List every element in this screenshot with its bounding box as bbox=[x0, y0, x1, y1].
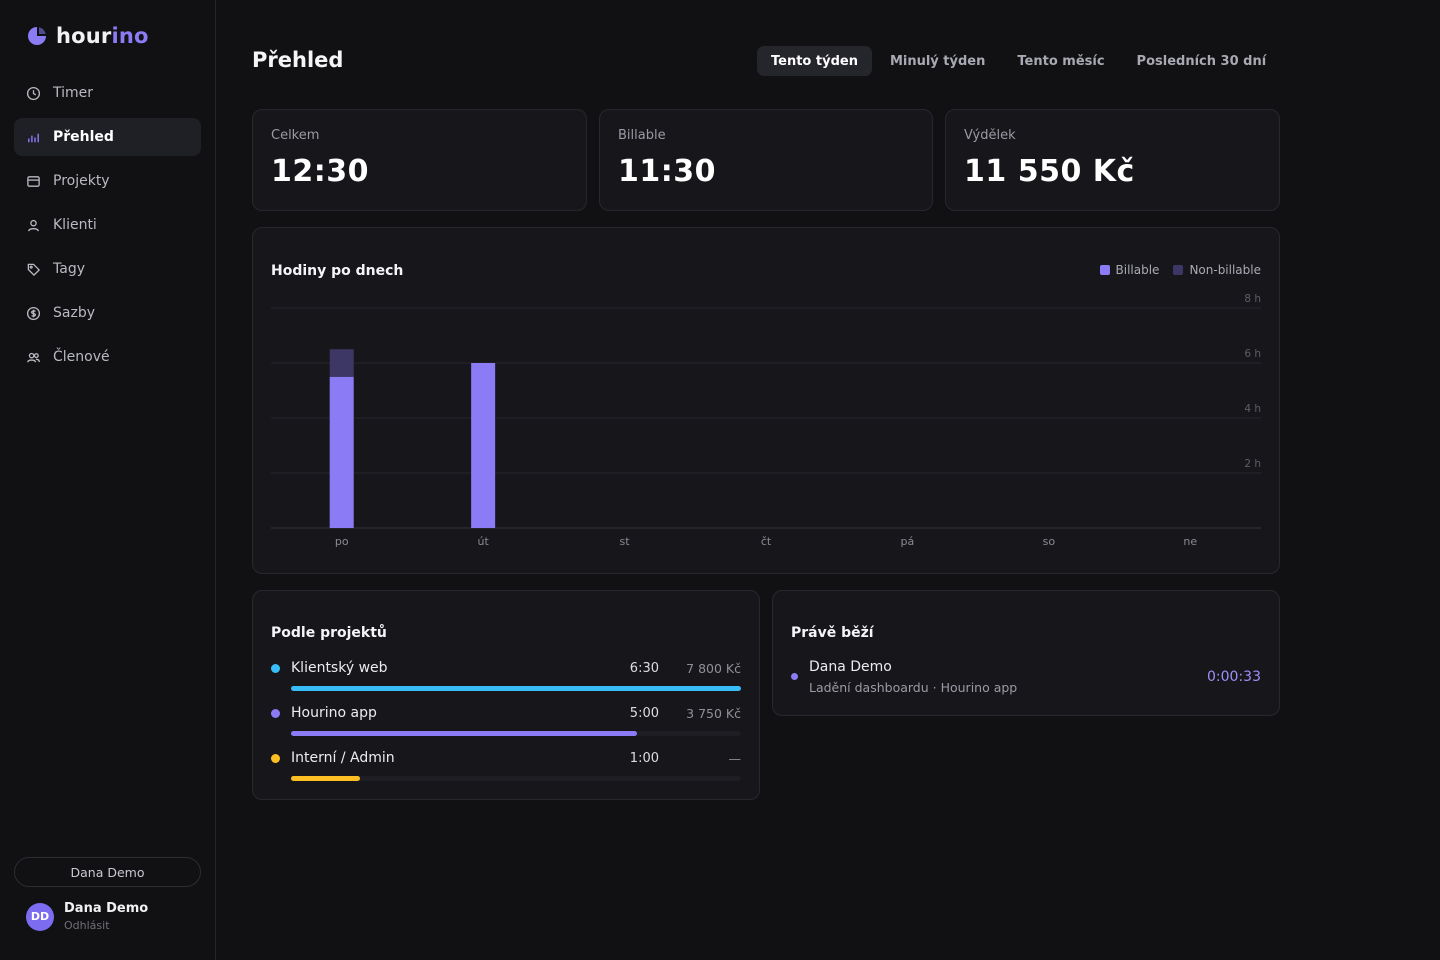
x-tick-label: ne bbox=[1183, 535, 1197, 548]
project-amount: 3 750 Kč bbox=[686, 705, 741, 721]
project-row[interactable]: Hourino app 5:00 3 750 Kč bbox=[271, 703, 741, 736]
project-color-dot bbox=[271, 753, 280, 763]
stat-value: 12:30 bbox=[271, 154, 369, 189]
project-bar-track bbox=[291, 776, 741, 781]
legend-swatch bbox=[1099, 265, 1110, 275]
hours-by-day-chart: 2 h 4 h 6 h 8 h po út st čt pá so ne bbox=[271, 293, 1261, 548]
x-tick-label: pá bbox=[901, 535, 915, 548]
running-title: Právě běží bbox=[791, 625, 874, 641]
sidebar-item-prehled[interactable]: Přehled bbox=[14, 118, 201, 156]
x-tick-label: po bbox=[335, 535, 349, 548]
x-tick-label: so bbox=[1043, 535, 1056, 548]
tag-icon bbox=[27, 263, 41, 276]
stat-value: 11 550 Kč bbox=[964, 154, 1135, 189]
project-name: Hourino app bbox=[291, 705, 377, 721]
page-title: Přehled bbox=[252, 48, 344, 72]
project-color-dot bbox=[271, 663, 280, 673]
stat-card-earnings: Výdělek 11 550 Kč bbox=[945, 109, 1280, 211]
sidebar-item-timer[interactable]: Timer bbox=[14, 74, 201, 112]
sidebar: hourino Timer Přehled Projekty Klienti T… bbox=[0, 0, 216, 960]
stat-value: 11:30 bbox=[618, 154, 716, 189]
y-tick-label: 6 h bbox=[1244, 348, 1261, 360]
x-tick-label: st bbox=[620, 535, 631, 548]
bar-non-billable bbox=[329, 349, 354, 377]
running-user: Dana Demo bbox=[809, 659, 892, 675]
project-time: 5:00 bbox=[629, 705, 659, 721]
project-amount: — bbox=[728, 750, 742, 766]
stat-card-total: Celkem 12:30 bbox=[252, 109, 587, 211]
project-row[interactable]: Klientský web 6:30 7 800 Kč bbox=[271, 658, 741, 691]
project-bar-fill bbox=[291, 731, 638, 736]
projects-card: Podle projektů Klientský web 6:30 7 800 … bbox=[252, 590, 760, 800]
bar-billable bbox=[329, 376, 354, 528]
sidebar-item-label: Timer bbox=[53, 85, 94, 101]
sidebar-item-label: Projekty bbox=[53, 173, 110, 189]
project-amount: 7 800 Kč bbox=[686, 660, 741, 676]
sidebar-item-tagy[interactable]: Tagy bbox=[14, 250, 201, 288]
user-profile: DD Dana Demo Odhlásit bbox=[26, 901, 148, 932]
clock-icon bbox=[26, 86, 41, 100]
users-icon bbox=[27, 352, 41, 362]
sidebar-item-label: Tagy bbox=[53, 261, 85, 277]
project-name: Interní / Admin bbox=[291, 750, 395, 766]
chart-legend: Billable Non-billable bbox=[1099, 263, 1261, 277]
y-tick-label: 8 h bbox=[1244, 293, 1261, 305]
project-time: 6:30 bbox=[629, 660, 659, 676]
sidebar-item-label: Klienti bbox=[53, 217, 97, 233]
sidebar-item-klienti[interactable]: Klienti bbox=[14, 206, 201, 244]
project-bar-fill bbox=[291, 776, 361, 781]
logout-link[interactable]: Odhlásit bbox=[64, 919, 110, 932]
project-time: 1:00 bbox=[629, 750, 659, 766]
sidebar-item-label: Přehled bbox=[53, 129, 114, 145]
chart-title: Hodiny po dnech bbox=[271, 263, 404, 279]
sidebar-nav: Timer Přehled Projekty Klienti Tagy Sazb… bbox=[14, 74, 201, 382]
legend-item-non-billable: Non-billable bbox=[1173, 263, 1261, 277]
user-name: Dana Demo bbox=[64, 901, 149, 916]
running-card: Právě běží Dana Demo Ladění dashboardu ·… bbox=[772, 590, 1280, 716]
user-icon bbox=[27, 219, 40, 231]
tab-poslednich-30-dni[interactable]: Posledních 30 dní bbox=[1136, 53, 1267, 69]
running-detail: Ladění dashboardu · Hourino app bbox=[809, 680, 1018, 695]
projects-title: Podle projektů bbox=[271, 625, 387, 641]
sidebar-item-projekty[interactable]: Projekty bbox=[14, 162, 201, 200]
x-tick-label: čt bbox=[761, 535, 772, 548]
period-tabs: Tento týden Minulý týden Tento měsíc Pos… bbox=[757, 46, 1280, 76]
logo[interactable]: hourino bbox=[26, 24, 149, 48]
brand-name: hourino bbox=[56, 24, 149, 48]
sidebar-item-sazby[interactable]: Sazby bbox=[14, 294, 201, 332]
folder-icon bbox=[27, 175, 40, 187]
stat-label: Billable bbox=[618, 128, 666, 143]
project-color-dot bbox=[271, 708, 280, 718]
stat-label: Celkem bbox=[271, 128, 320, 143]
logo-mark-icon bbox=[28, 27, 46, 45]
running-elapsed: 0:00:33 bbox=[1207, 669, 1261, 685]
y-tick-label: 4 h bbox=[1244, 403, 1261, 415]
tab-tento-mesic[interactable]: Tento měsíc bbox=[1017, 53, 1105, 69]
avatar[interactable]: DD bbox=[26, 902, 54, 931]
tab-minuly-tyden[interactable]: Minulý týden bbox=[889, 53, 986, 69]
project-name: Klientský web bbox=[291, 660, 388, 676]
legend-label: Billable bbox=[1115, 263, 1160, 277]
dollar-icon bbox=[26, 306, 41, 320]
project-row[interactable]: Interní / Admin 1:00 — bbox=[271, 748, 741, 781]
legend-item-billable: Billable bbox=[1099, 263, 1160, 277]
stat-label: Výdělek bbox=[964, 128, 1016, 143]
legend-label: Non-billable bbox=[1189, 263, 1261, 277]
tab-tento-tyden[interactable]: Tento týden bbox=[757, 46, 872, 76]
sidebar-item-label: Členové bbox=[53, 349, 110, 365]
project-bar-fill bbox=[291, 686, 741, 691]
stat-card-billable: Billable 11:30 bbox=[599, 109, 933, 211]
bar-chart-icon bbox=[28, 133, 39, 142]
y-tick-label: 2 h bbox=[1244, 458, 1261, 470]
chart-card: Hodiny po dnech Billable Non-billable 2 … bbox=[252, 227, 1280, 574]
project-bar-track bbox=[291, 686, 741, 691]
x-tick-label: út bbox=[477, 535, 489, 548]
workspace-switcher[interactable]: Dana Demo bbox=[14, 857, 201, 887]
running-indicator-dot bbox=[791, 673, 798, 680]
legend-swatch bbox=[1173, 265, 1184, 275]
sidebar-item-clenove[interactable]: Členové bbox=[14, 338, 201, 376]
sidebar-item-label: Sazby bbox=[53, 305, 95, 321]
bar-billable bbox=[471, 363, 496, 528]
project-bar-track bbox=[291, 731, 741, 736]
